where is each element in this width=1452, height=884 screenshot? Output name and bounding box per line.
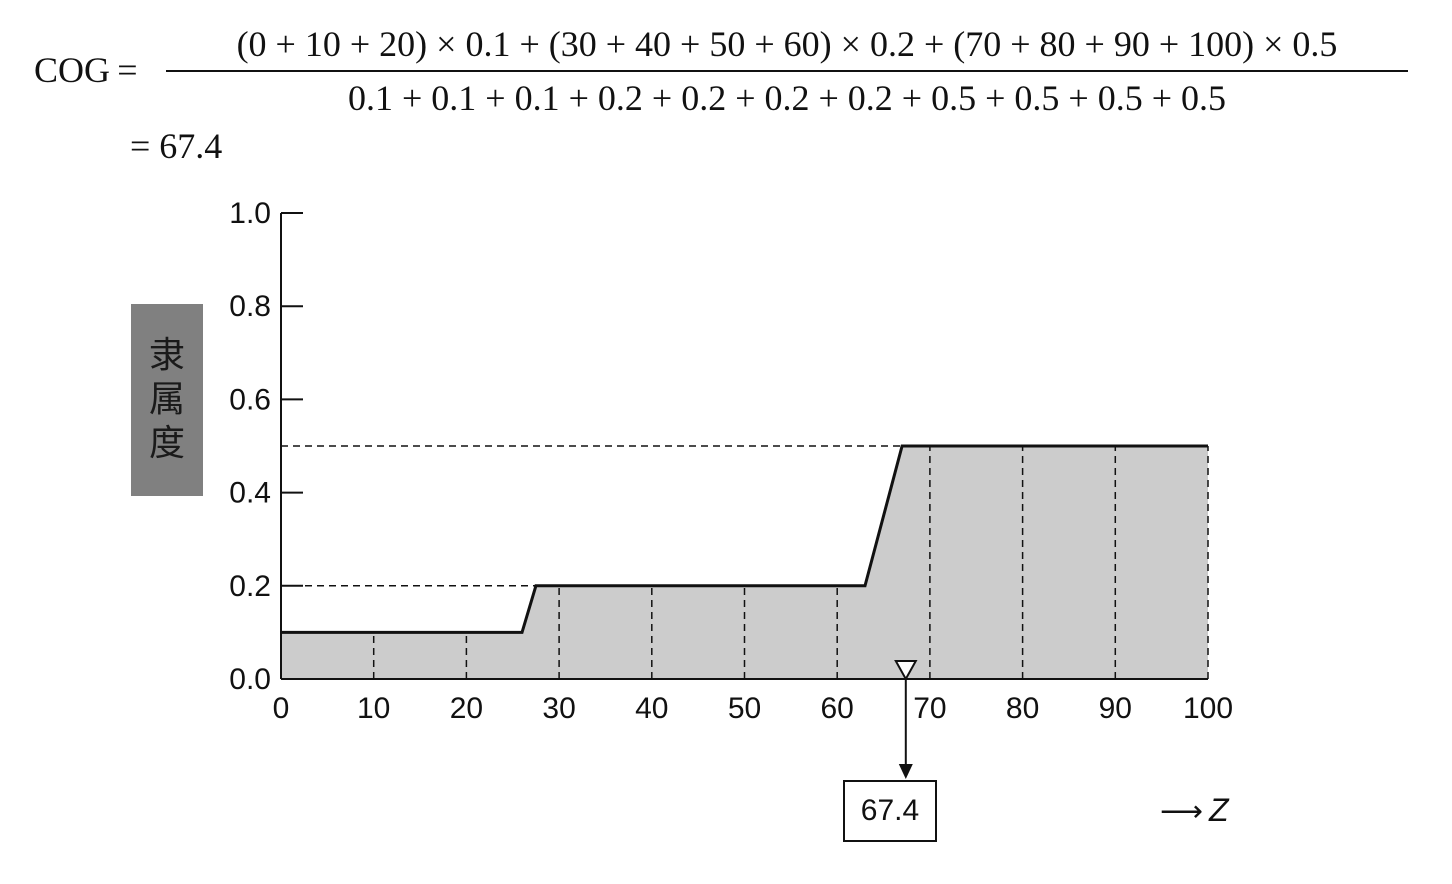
x-tick-label: 20 xyxy=(450,692,483,725)
y-tick-label: 0.4 xyxy=(229,477,271,510)
z-axis-label: ⟶ Z xyxy=(1160,792,1229,829)
y-axis-label-box: 隶属度 xyxy=(131,304,203,496)
fraction-denominator: 0.1 + 0.1 + 0.1 + 0.2 + 0.2 + 0.2 + 0.2 … xyxy=(347,78,1227,118)
x-tick-label: 40 xyxy=(635,692,668,725)
x-tick-label: 60 xyxy=(821,692,854,725)
x-tick-label: 10 xyxy=(357,692,390,725)
y-tick-label: 1.0 xyxy=(229,197,271,230)
x-tick-label: 90 xyxy=(1099,692,1132,725)
y-tick-label: 0.6 xyxy=(229,383,271,416)
membership-curve xyxy=(281,444,1208,634)
fraction-bar xyxy=(166,70,1408,72)
right-arrow-icon: ⟶ xyxy=(1160,795,1204,828)
fraction-numerator: (0 + 10 + 20) × 0.1 + (30 + 40 + 50 + 60… xyxy=(236,24,1338,64)
cog-fraction: (0 + 10 + 20) × 0.1 + (30 + 40 + 50 + 60… xyxy=(166,22,1408,122)
cog-value-label: 67.4 xyxy=(860,794,920,827)
x-tick-label: 30 xyxy=(542,692,575,725)
membership-area-fill xyxy=(281,446,1208,679)
x-tick-label: 70 xyxy=(913,692,946,725)
x-tick-label: 100 xyxy=(1183,692,1233,725)
x-tick-label: 0 xyxy=(273,692,290,725)
y-axis-label: 隶属度 xyxy=(148,335,185,464)
y-tick-label: 0.8 xyxy=(229,290,271,323)
y-tick-label: 0.2 xyxy=(229,570,271,603)
x-tick-label: 80 xyxy=(1006,692,1039,725)
cog-marker-triangle xyxy=(894,660,918,682)
cog-formula-result: = 67.4 xyxy=(130,126,223,166)
cog-value-box: 67.4 xyxy=(843,780,937,842)
cog-formula-lhs: COG = xyxy=(34,50,138,90)
z-axis-symbol: Z xyxy=(1209,792,1229,828)
x-tick-label: 50 xyxy=(728,692,761,725)
cog-arrow-head xyxy=(898,764,913,779)
y-tick-label: 0.0 xyxy=(229,663,271,696)
